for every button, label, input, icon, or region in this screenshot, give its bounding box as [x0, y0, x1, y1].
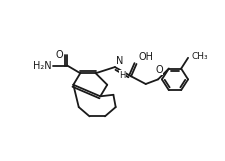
Text: H₂N: H₂N — [33, 61, 52, 71]
Text: H: H — [119, 71, 126, 80]
Text: O: O — [155, 65, 163, 75]
Text: CH₃: CH₃ — [192, 52, 209, 61]
Text: OH: OH — [138, 52, 153, 62]
Text: N: N — [116, 56, 123, 66]
Text: O: O — [56, 50, 63, 60]
